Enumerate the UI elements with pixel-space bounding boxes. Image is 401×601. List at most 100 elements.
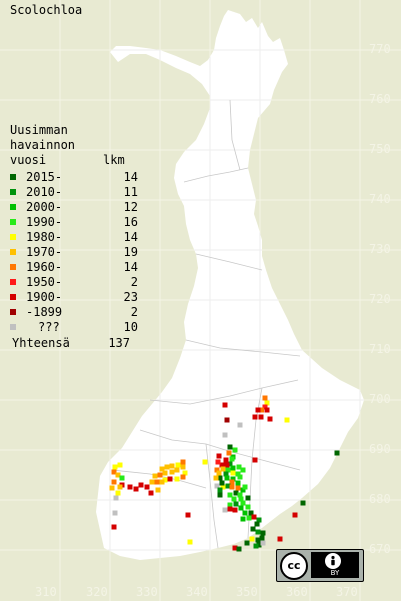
- observation-square: [232, 447, 238, 453]
- legend-title: Uusimman havainnon vuosi: [10, 123, 76, 167]
- observation-square: [216, 453, 222, 459]
- observation-square: [240, 500, 246, 506]
- observation-square: [167, 476, 173, 482]
- observation-square: [225, 483, 231, 489]
- observation-square: [255, 537, 261, 543]
- observation-square: [109, 485, 115, 491]
- observation-square: [284, 417, 290, 423]
- province-border: [229, 99, 241, 171]
- observation-square: [262, 404, 268, 410]
- legend-swatch: [10, 249, 16, 255]
- observation-square: [232, 507, 238, 513]
- x-tick-label: 320: [86, 585, 108, 599]
- observation-square: [224, 417, 230, 423]
- observation-square: [292, 512, 298, 518]
- observation-square: [180, 474, 186, 480]
- observation-square: [229, 456, 235, 462]
- observation-square: [237, 474, 243, 480]
- observation-square: [185, 512, 191, 518]
- province-border: [183, 167, 249, 183]
- legend-count: 14: [123, 260, 138, 274]
- cc-icon: cc: [280, 552, 308, 580]
- observation-square: [144, 484, 150, 490]
- legend-label: 1950-: [26, 275, 63, 289]
- observation-square: [229, 479, 235, 485]
- legend-label: 1960-: [26, 260, 63, 274]
- observation-square: [112, 464, 118, 470]
- observation-square: [111, 524, 117, 530]
- y-tick-label: 750: [369, 142, 391, 156]
- species-title: Scolochloa: [10, 3, 83, 17]
- finland-land-outline: [96, 10, 364, 560]
- x-tick-label: 360: [286, 585, 308, 599]
- legend-count: 23: [123, 290, 138, 304]
- observation-square: [253, 543, 259, 549]
- observation-square: [117, 462, 123, 468]
- observation-square: [138, 482, 144, 488]
- observation-square: [227, 444, 233, 450]
- observation-square: [245, 504, 251, 510]
- observation-square: [248, 510, 254, 516]
- observation-square: [222, 507, 228, 513]
- observation-square: [245, 495, 251, 501]
- legend-label: 1900-: [26, 290, 63, 304]
- observation-square: [267, 416, 273, 422]
- observation-square: [164, 464, 170, 470]
- legend-label: ???: [38, 320, 60, 334]
- observation-square: [227, 461, 233, 467]
- legend-label: -1899: [26, 305, 63, 319]
- observation-square: [240, 487, 246, 493]
- legend-swatch: [10, 204, 16, 210]
- observation-square: [230, 470, 236, 476]
- cc-by-license-badge[interactable]: cc BY: [276, 549, 364, 582]
- observation-square: [115, 490, 121, 496]
- observation-square: [254, 521, 260, 527]
- legend-label: 1990-: [26, 215, 63, 229]
- province-border: [205, 443, 219, 549]
- observation-square: [259, 535, 265, 541]
- observation-square: [227, 506, 233, 512]
- observation-square: [238, 505, 244, 511]
- observation-square: [219, 480, 225, 486]
- observation-square: [180, 464, 186, 470]
- observation-square: [220, 484, 226, 490]
- observation-square: [115, 472, 121, 478]
- observation-square: [112, 510, 118, 516]
- province-border: [149, 379, 299, 405]
- observation-square: [237, 492, 243, 498]
- observation-square: [180, 459, 186, 465]
- observation-square: [182, 470, 188, 476]
- observation-square: [259, 407, 264, 413]
- observation-square: [238, 496, 244, 502]
- y-tick-label: 760: [369, 92, 391, 106]
- x-tick-label: 350: [236, 585, 258, 599]
- observation-square: [255, 407, 261, 413]
- observation-square: [149, 479, 155, 485]
- legend-swatch: [10, 189, 16, 195]
- legend-count: 10: [123, 320, 138, 334]
- observation-square: [202, 459, 208, 465]
- observation-square: [157, 472, 163, 478]
- observation-squares: [109, 395, 340, 552]
- observation-square: [255, 529, 261, 535]
- observation-square: [240, 516, 246, 522]
- observation-square: [226, 450, 232, 456]
- observation-square: [113, 495, 119, 501]
- legend-swatch: [10, 324, 16, 330]
- observation-square: [174, 467, 180, 473]
- legend-label: 2015-: [26, 170, 63, 184]
- observation-square: [236, 546, 242, 552]
- observation-square: [219, 462, 225, 468]
- total-count: 137: [108, 336, 130, 350]
- legend-count: 14: [123, 170, 138, 184]
- observation-square: [233, 501, 239, 507]
- x-tick-label: 310: [35, 585, 57, 599]
- observation-square: [222, 402, 228, 408]
- observation-square: [111, 469, 117, 475]
- observation-square: [217, 487, 223, 493]
- legend-swatch: [10, 294, 16, 300]
- observation-square: [260, 540, 266, 546]
- y-tick-label: 690: [369, 442, 391, 456]
- observation-square: [249, 536, 255, 542]
